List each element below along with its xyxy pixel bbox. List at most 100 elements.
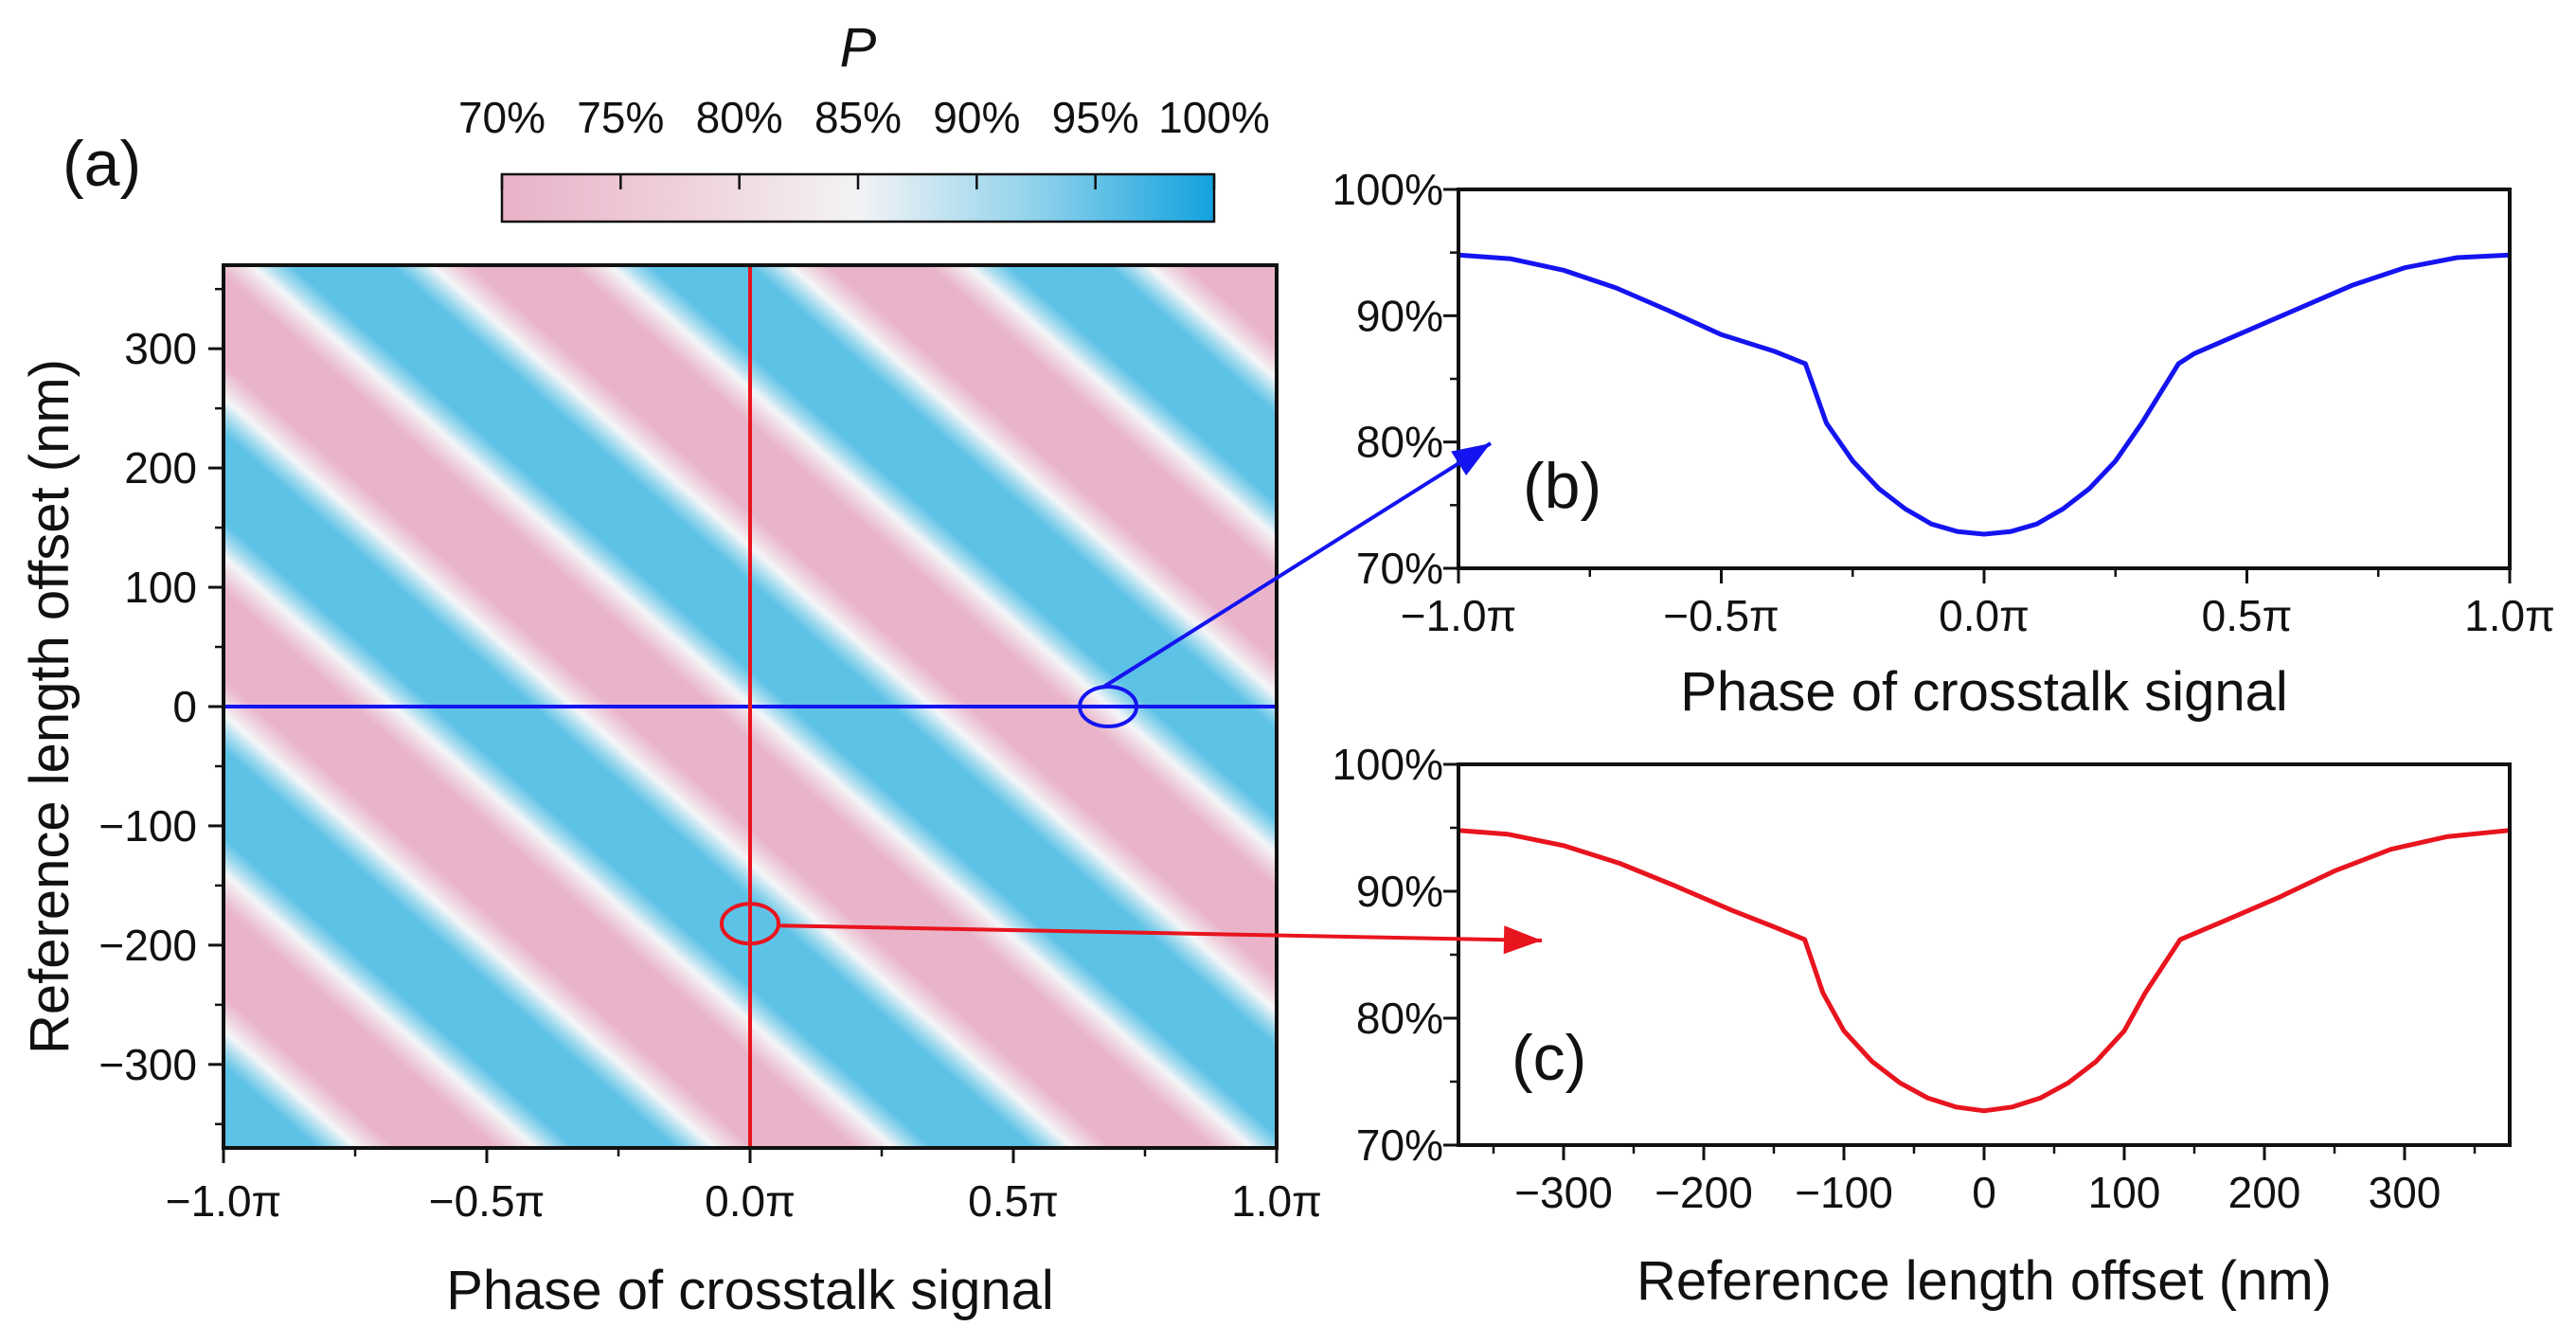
heatmap-stripe: [398, 265, 1277, 1041]
heatmap-stripe: [1106, 265, 1277, 416]
heatmap-stripe: [437, 265, 1277, 1007]
heatmap-panel: −1.0π −0.5π 0.0π 0.5π 1.0π 300 200 100 0 −100 −200…: [19, 263, 1322, 1321]
blue-arrow-shaft: [1101, 441, 1493, 690]
heatmap-stripe: [394, 265, 1277, 1045]
heatmap-stripe: [404, 265, 1277, 1035]
heatmap-stripe: [816, 265, 1277, 672]
xtick-label: 0.5π: [2202, 591, 2293, 640]
heatmap-stripe: [333, 265, 1277, 1098]
heatmap-stripe: [1025, 265, 1277, 488]
heatmap-stripe: [1028, 265, 1277, 485]
heatmap-stripe: [1172, 265, 1277, 358]
heatmap-stripe: [860, 265, 1277, 634]
heatmap-stripe: [927, 265, 1277, 573]
panel-label-a: (a): [63, 128, 141, 200]
heatmap-stripe: [1118, 265, 1277, 406]
heatmap-stripe: [366, 265, 1277, 1069]
colorbar: P 70% 75% 80% 85% 90% 95% 100%: [458, 17, 1270, 224]
heatmap-stripe: [766, 265, 1277, 716]
heatmap-stripe: [903, 265, 1277, 596]
series-line: [1458, 252, 2511, 537]
heatmap-stripe: [778, 265, 1277, 707]
colorbar-tick-label: 100%: [1158, 93, 1270, 142]
heatmap-stripe: [634, 265, 1277, 833]
heatmap-xtick-label: 0.0π: [705, 1176, 796, 1226]
heatmap-stripe: [870, 265, 1277, 624]
heatmap-stripe: [852, 265, 1277, 640]
xtick-label: 0.0π: [1939, 591, 2030, 640]
heatmap-stripe: [408, 265, 1277, 1031]
heatmap-stripe: [849, 265, 1277, 643]
heatmap-stripe: [931, 265, 1277, 570]
heatmap-stripe: [1074, 265, 1277, 444]
heatmap-stripe: [583, 265, 1277, 877]
heatmap-ytick-label: 0: [172, 682, 197, 731]
heatmap-stripe: [695, 265, 1277, 779]
heatmap-stripe: [494, 265, 1277, 956]
colorbar-tick-label: 75%: [577, 93, 664, 142]
heatmap-stripe: [1003, 265, 1277, 507]
heatmap-stripe: [963, 265, 1277, 542]
colorbar-title: P: [840, 17, 877, 79]
heatmap-stripe: [537, 265, 1277, 918]
heatmap-stripe: [1156, 265, 1277, 371]
heatmap-stripe: [1210, 265, 1277, 324]
heatmap-stripe: [613, 265, 1277, 851]
heatmap-stripe: [792, 265, 1277, 693]
heatmap-stripe: [319, 265, 1277, 1111]
heatmap-stripe: [684, 265, 1277, 788]
heatmap-ytick-label: 200: [124, 443, 197, 493]
heatmap-stripe: [412, 265, 1277, 1029]
xtick-label: −300: [1514, 1168, 1613, 1217]
heatmap-stripe: [569, 265, 1277, 889]
heatmap-xlabel: Phase of crosstalk signal: [446, 1260, 1054, 1321]
heatmap-stripe: [706, 265, 1277, 769]
heatmap-stripe: [484, 265, 1277, 965]
heatmap-stripe: [1132, 265, 1277, 393]
plot-c-xlabel: Reference length offset (nm): [1637, 1250, 2332, 1312]
heatmap-stripe: [458, 265, 1277, 988]
heatmap-stripe: [420, 265, 1277, 1022]
heatmap-stripe: [1225, 265, 1277, 311]
heatmap-stripe: [756, 265, 1277, 726]
heatmap-stripe: [422, 265, 1277, 1019]
heatmap-stripe: [305, 265, 1277, 1123]
heatmap-stripe: [1082, 265, 1277, 438]
ytick-label: 100%: [1332, 740, 1443, 789]
heatmap-stripe: [895, 265, 1277, 601]
heatmap-stripe: [505, 265, 1277, 946]
heatmap-stripe: [1196, 265, 1277, 336]
heatmap-stripe: [967, 265, 1277, 539]
heatmap-stripe: [924, 265, 1277, 577]
xtick-label: −0.5π: [1663, 591, 1780, 640]
heatmap-stripe: [1174, 265, 1277, 355]
heatmap-stripe: [1239, 265, 1277, 298]
colorbar-tick-label: 80%: [696, 93, 783, 142]
xtick-label: 0: [1972, 1168, 1996, 1217]
line-plot-c: [1458, 828, 2511, 1114]
heatmap-stripe: [899, 265, 1277, 599]
heatmap-stripe: [975, 265, 1277, 532]
heatmap-stripe: [939, 265, 1277, 564]
heatmap-stripe: [444, 265, 1277, 1000]
heatmap-stripe: [1246, 265, 1277, 292]
heatmap-stripe: [992, 265, 1277, 516]
heatmap-stripe: [315, 265, 1277, 1114]
heatmap-stripe: [448, 265, 1277, 997]
plot-c-axes: −300 −200 −100 0 100 200 300 100% 90% 80% 70%: [1332, 740, 2477, 1217]
xtick-label: −100: [1795, 1168, 1893, 1217]
series-line: [1458, 828, 2511, 1114]
heatmap-stripe: [348, 265, 1277, 1085]
heatmap-stripe: [1218, 265, 1277, 317]
heatmap-stripe: [555, 265, 1277, 903]
heatmap-stripe: [559, 265, 1277, 899]
heatmap-stripe: [1186, 265, 1277, 346]
heatmap-stripe: [340, 265, 1277, 1092]
heatmap-stripe: [1232, 265, 1277, 305]
red-arrow-shaft: [778, 923, 1543, 942]
heatmap-stripe: [863, 265, 1277, 631]
heatmap-stripe: [440, 265, 1277, 1003]
heatmap-stripe: [1110, 265, 1277, 412]
heatmap-stripe: [416, 265, 1277, 1026]
heatmap-stripe: [1114, 265, 1277, 409]
